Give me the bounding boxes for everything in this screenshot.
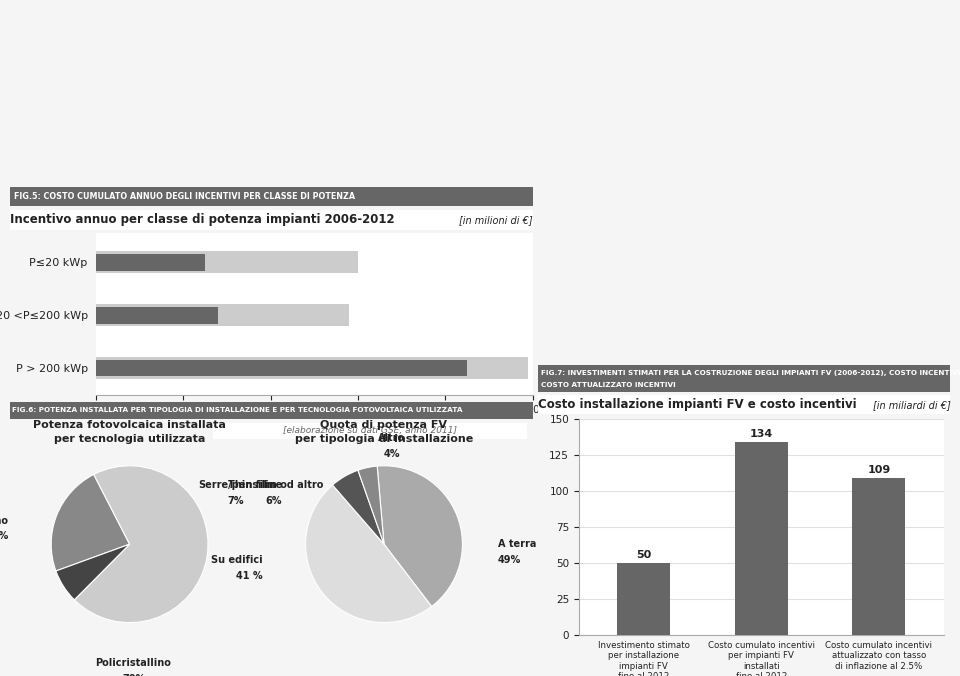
Text: 70%: 70% (122, 673, 145, 676)
Wedge shape (56, 544, 130, 600)
Text: FIG.6: POTENZA INSTALLATA PER TIPOLOGIA DI INSTALLAZIONE E PER TECNOLOGIA FOTOVO: FIG.6: POTENZA INSTALLATA PER TIPOLOGIA … (12, 408, 463, 413)
Bar (96, 251, 358, 273)
Text: COSTO ATTUALIZZATO INCENTIVI: COSTO ATTUALIZZATO INCENTIVI (540, 383, 676, 388)
Text: 134: 134 (750, 429, 773, 439)
Text: 23%: 23% (0, 531, 8, 541)
Text: FIG.5: COSTO CUMULATO ANNUO DEGLI INCENTIVI PER CLASSE DI POTENZA: FIG.5: COSTO CUMULATO ANNUO DEGLI INCENT… (13, 192, 355, 201)
Text: Su edifici: Su edifici (211, 555, 262, 565)
Text: Incentivo annuo per classe di potenza impianti 2006-2012: Incentivo annuo per classe di potenza im… (10, 213, 395, 226)
Text: Altro: Altro (378, 433, 405, 443)
Bar (852, 478, 905, 635)
Bar (96, 360, 468, 377)
Text: Serre/pensiline: Serre/pensiline (198, 481, 282, 490)
Text: per tipologia di installazione: per tipologia di installazione (295, 434, 473, 444)
Text: Thin film od altro: Thin film od altro (228, 481, 323, 490)
Text: [in miliardi di €]: [in miliardi di €] (873, 400, 950, 410)
Text: 49%: 49% (497, 555, 521, 565)
Text: Quota di potenza FV: Quota di potenza FV (321, 420, 447, 431)
Bar (96, 357, 528, 379)
Text: Potenza fotovolcaica installata: Potenza fotovolcaica installata (34, 420, 226, 431)
Text: FIG.7: INVESTIMENTI STIMATI PER LA COSTRUZIONE DEGLI IMPIANTI FV (2006-2012), CO: FIG.7: INVESTIMENTI STIMATI PER LA COSTR… (540, 370, 960, 376)
Text: [elaborazione su dati GSE, anno 2011]: [elaborazione su dati GSE, anno 2011] (283, 427, 457, 435)
Text: A terra: A terra (497, 539, 536, 549)
Wedge shape (51, 475, 130, 571)
Bar (617, 563, 670, 635)
Text: 109: 109 (867, 465, 891, 475)
Wedge shape (332, 470, 384, 544)
Text: Costo installazione impianti FV e costo incentivi: Costo installazione impianti FV e costo … (538, 398, 856, 412)
Bar (96, 304, 349, 327)
Text: 50: 50 (636, 550, 651, 560)
Bar (734, 442, 788, 635)
Wedge shape (305, 485, 432, 623)
Bar (96, 307, 218, 324)
Text: Policristallino: Policristallino (96, 658, 172, 668)
Wedge shape (377, 466, 463, 606)
Wedge shape (358, 466, 384, 544)
Text: 6%: 6% (266, 496, 282, 506)
Text: 41 %: 41 % (236, 571, 262, 581)
Wedge shape (74, 466, 208, 623)
Text: [in milioni di €]: [in milioni di €] (459, 215, 533, 224)
Text: Monocristallino: Monocristallino (0, 516, 8, 526)
Text: per tecnologia utilizzata: per tecnologia utilizzata (54, 434, 205, 444)
Bar (96, 254, 205, 271)
Text: 4%: 4% (384, 449, 400, 459)
Text: 7%: 7% (228, 496, 244, 506)
